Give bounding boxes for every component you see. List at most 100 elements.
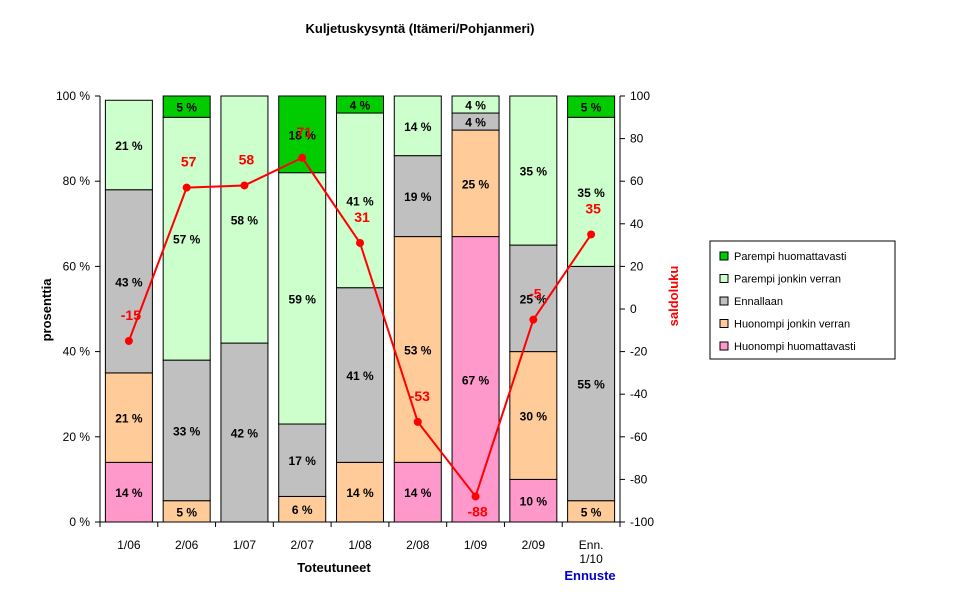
x-tick-label: 1/09 (464, 538, 488, 552)
bar-segment (104, 99, 153, 191)
x-tick-label: 2/06 (175, 538, 199, 552)
y-tick-label: 60 % (63, 259, 91, 273)
bar-value-label: 21 % (115, 139, 143, 153)
bar-segment (278, 172, 327, 425)
bar-segment (509, 95, 558, 246)
bar-value-label: 42 % (231, 427, 259, 441)
bar-value-label: 41 % (346, 369, 374, 383)
bar-segment (162, 95, 211, 118)
y2-tick-label: -40 (630, 387, 648, 401)
bar-segment (162, 359, 211, 502)
saldoluku-point (529, 315, 538, 324)
legend-label: Ennallaan (734, 296, 783, 308)
bar-value-label: 14 % (404, 120, 432, 134)
bar-value-label: 58 % (231, 214, 259, 228)
bar-value-label: 4 % (350, 99, 371, 113)
x-tick-label: 1/10 (579, 552, 603, 566)
bar-value-label: 67 % (462, 373, 490, 387)
saldoluku-label: -53 (410, 388, 430, 404)
y2-tick-label: -20 (630, 345, 648, 359)
saldoluku-label: 35 (585, 200, 601, 216)
forecast-label: Ennuste (564, 568, 615, 583)
y2-tick-label: -80 (630, 472, 648, 486)
bar-value-label: 6 % (292, 503, 313, 517)
bar-segment (162, 116, 211, 361)
y-axis-label: prosenttia (39, 278, 54, 342)
y2-tick-label: 40 (630, 217, 644, 231)
bar-segment (336, 461, 384, 523)
bar-segment (509, 351, 558, 480)
legend-label: Huonompi huomattavasti (734, 341, 856, 353)
legend-swatch (719, 319, 729, 328)
x-tick-label: Enn. (579, 538, 604, 552)
bar-segment (451, 129, 500, 238)
legend-swatch (719, 251, 729, 261)
bar-segment (336, 95, 384, 114)
bar-segment (393, 461, 442, 523)
bar-value-label: 5 % (581, 505, 602, 519)
saldoluku-label: 31 (354, 209, 370, 225)
bar-segment (451, 236, 500, 523)
x-axis-label: Toteutuneet (297, 560, 371, 575)
bar-value-label: 35 % (520, 165, 548, 179)
bar-value-label: 53 % (404, 343, 432, 357)
y2-tick-label: -60 (630, 430, 648, 444)
bar-value-label: 55 % (577, 378, 605, 392)
legend-label: Huonompi jonkin verran (734, 319, 850, 331)
saldoluku-label: 71 (296, 124, 312, 140)
bar-value-label: 25 % (462, 177, 490, 191)
bar-value-label: 59 % (289, 292, 317, 306)
bar-value-label: 14 % (115, 486, 143, 500)
saldoluku-point (587, 230, 596, 239)
y-tick-label: 80 % (63, 174, 91, 188)
y-tick-label: 40 % (63, 345, 91, 359)
plot-area: 14 % 21 % 43 % 21 % 5 % 33 % 57 % 5 % 42 % 58 % 6 … (56, 89, 654, 566)
y2-tick-label: 80 (630, 132, 644, 146)
y2-tick-label: 20 (630, 259, 644, 273)
legend-swatch (719, 274, 729, 283)
bar-segment (509, 244, 558, 353)
bar-value-label: 10 % (520, 495, 548, 509)
bar-segment (393, 155, 442, 238)
bar-value-label: 33 % (173, 424, 201, 438)
bar-value-label: 30 % (520, 410, 548, 424)
x-tick-label: 1/06 (117, 538, 141, 552)
saldoluku-point (240, 181, 249, 190)
saldoluku-point (413, 417, 422, 426)
bar-value-label: 5 % (176, 101, 197, 115)
bar-segment (220, 95, 269, 344)
bar-value-label: 21 % (115, 412, 143, 426)
bar-segment (104, 372, 153, 463)
legend-box (709, 240, 896, 360)
y2-tick-label: 60 (630, 174, 644, 188)
bar-segment (336, 112, 384, 289)
bar-value-label: 57 % (173, 233, 201, 247)
legend-swatch (719, 296, 729, 306)
saldoluku-point (471, 492, 480, 501)
bar-value-label: 19 % (404, 190, 432, 204)
bar-value-label: 25 % (520, 292, 548, 306)
y2-tick-label: 100 (630, 89, 650, 103)
bar-value-label: 4 % (465, 116, 486, 130)
bar-value-label: 14 % (346, 486, 374, 500)
x-tick-label: 1/08 (348, 538, 372, 552)
y2-tick-label: -100 (630, 515, 654, 529)
saldoluku-label: 57 (181, 154, 197, 170)
bar-value-label: 14 % (404, 486, 432, 500)
bar-value-label: 5 % (176, 505, 197, 519)
saldoluku-point (124, 336, 133, 345)
bar-value-label: 17 % (289, 454, 317, 468)
bar-value-label: 4 % (465, 99, 486, 113)
saldoluku-label: -15 (121, 307, 141, 323)
bar-segment (220, 342, 269, 523)
y-tick-label: 100 % (56, 89, 90, 103)
chart-title: Kuljetuskysyntä (Itämeri/Pohjanmeri) (305, 21, 534, 36)
bar-segment (451, 95, 500, 114)
bar-segment (567, 95, 616, 118)
legend: Parempi huomattavasti Parempi jonkin verr… (709, 240, 896, 360)
bar-segment (567, 265, 616, 502)
y2-axis-label: saldoluku (666, 266, 681, 327)
bar-value-label: 41 % (346, 194, 374, 208)
x-tick-label: 2/08 (406, 538, 430, 552)
